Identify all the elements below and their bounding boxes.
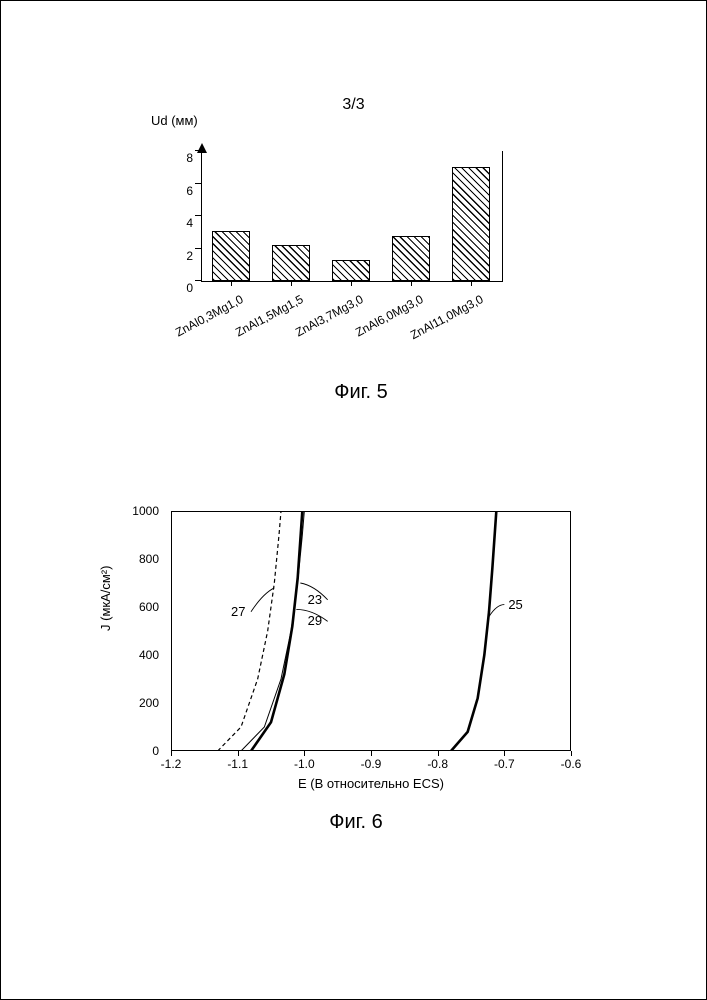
fig6-annot-23: 23 <box>308 592 322 607</box>
fig6-xticks: -1.2-1.1-1.0-0.9-0.8-0.7-0.6 <box>171 751 571 771</box>
figure-5: Ud (мм) 02468 ZnAl0,3Mg1,0ZnAl1,5Mg1,5Zn… <box>171 121 551 381</box>
fig5-ytick: 8 <box>186 151 193 165</box>
fig5-ytick: 4 <box>186 216 193 230</box>
fig5-ytick: 2 <box>186 249 193 263</box>
fig5-ylabel: Ud (мм) <box>151 113 198 128</box>
fig6-yticks: 02004006008001000 <box>106 511 169 751</box>
fig6-xlabel: E (В относительно ECS) <box>171 776 571 791</box>
fig6-series-27 <box>218 511 281 751</box>
fig6-ytick: 600 <box>139 600 159 614</box>
fig6-series-25 <box>451 511 496 751</box>
fig6-xtick: -1.1 <box>227 757 248 771</box>
fig5-yticks: 02468 <box>171 151 199 281</box>
fig6-xtick: -1.0 <box>294 757 315 771</box>
fig5-bar <box>452 167 489 281</box>
fig5-bars <box>201 151 501 281</box>
fig5-bar <box>392 236 429 282</box>
fig6-lines <box>171 511 571 751</box>
fig6-annot-29: 29 <box>308 613 322 628</box>
fig6-ytick: 200 <box>139 696 159 710</box>
fig6-series-23 <box>251 511 302 751</box>
fig6-xtick: -0.8 <box>427 757 448 771</box>
fig5-ytick: 6 <box>186 184 193 198</box>
page-number: 3/3 <box>1 96 706 114</box>
fig5-caption: Фиг. 5 <box>171 381 551 404</box>
fig6-ytick: 0 <box>152 744 159 758</box>
figure-6: J (мкА/см²) 02004006008001000 -1.2-1.1-1… <box>106 501 606 861</box>
fig5-bar <box>212 231 249 281</box>
page: 3/3 Ud (мм) 0 2 4 6 8 ZnAl0,3Mg1,0ZnAl1,5Mg1… <box>0 0 707 1000</box>
fig6-xtick: -0.7 <box>494 757 515 771</box>
fig6-xtick: -0.6 <box>561 757 582 771</box>
fig6-annot-25: 25 <box>508 597 522 612</box>
fig6-ytick: 1000 <box>132 504 159 518</box>
fig5-ytick: 0 <box>186 281 193 295</box>
fig5-bar <box>272 245 309 281</box>
fig5-bar <box>332 260 369 281</box>
fig6-annot-27: 27 <box>231 604 245 619</box>
fig6-caption: Фиг. 6 <box>106 811 606 834</box>
fig6-ytick: 400 <box>139 648 159 662</box>
fig6-xtick: -0.9 <box>361 757 382 771</box>
fig6-ytick: 800 <box>139 552 159 566</box>
fig6-xtick: -1.2 <box>161 757 182 771</box>
fig5-xlabels: ZnAl0,3Mg1,0ZnAl1,5Mg1,5ZnAl3,7Mg3,0ZnAl… <box>201 286 501 366</box>
